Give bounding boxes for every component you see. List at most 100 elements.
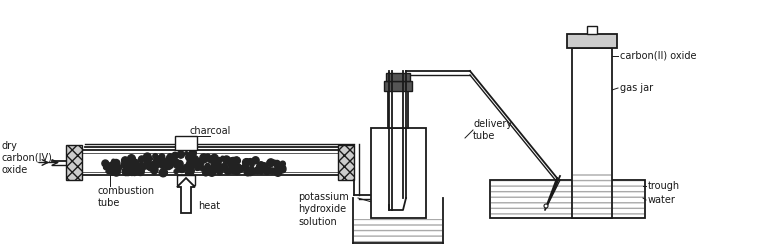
Circle shape [170, 165, 173, 168]
Circle shape [221, 163, 228, 170]
Circle shape [269, 168, 275, 174]
Circle shape [258, 166, 262, 170]
Bar [386, 73, 410, 81]
Circle shape [129, 163, 136, 171]
Circle shape [231, 157, 236, 162]
Circle shape [126, 164, 133, 172]
Circle shape [168, 154, 172, 158]
Circle shape [102, 160, 108, 167]
Circle shape [126, 162, 133, 169]
Circle shape [152, 166, 155, 170]
Circle shape [158, 156, 165, 163]
Circle shape [223, 156, 230, 164]
Circle shape [277, 167, 281, 171]
Bar [354, 219, 442, 242]
Circle shape [274, 160, 280, 166]
Circle shape [109, 163, 112, 166]
Circle shape [190, 156, 196, 163]
Circle shape [230, 163, 238, 170]
Text: charcoal: charcoal [190, 126, 230, 136]
Circle shape [183, 164, 189, 170]
Circle shape [211, 162, 218, 169]
Circle shape [208, 168, 216, 176]
Circle shape [153, 158, 160, 164]
Circle shape [186, 166, 192, 171]
Circle shape [143, 153, 151, 161]
Circle shape [275, 168, 280, 173]
Circle shape [159, 154, 164, 159]
Circle shape [281, 165, 286, 170]
Circle shape [199, 165, 204, 169]
Circle shape [177, 166, 183, 172]
Bar [372, 179, 425, 217]
Circle shape [278, 165, 286, 173]
Circle shape [185, 152, 188, 155]
Circle shape [186, 153, 189, 156]
Circle shape [180, 166, 186, 172]
Circle shape [274, 169, 282, 176]
Circle shape [277, 166, 280, 169]
Circle shape [167, 156, 172, 162]
Bar [490, 180, 645, 218]
Bar [587, 26, 597, 34]
Text: heat: heat [198, 201, 220, 211]
Circle shape [224, 167, 230, 174]
Circle shape [254, 167, 260, 174]
Bar [371, 128, 426, 218]
Circle shape [111, 166, 117, 172]
Circle shape [147, 164, 154, 171]
Circle shape [133, 170, 137, 175]
Circle shape [177, 151, 184, 158]
Circle shape [112, 168, 121, 176]
Circle shape [189, 159, 196, 166]
Circle shape [264, 168, 271, 175]
Text: gas jar: gas jar [620, 83, 653, 93]
Circle shape [152, 161, 159, 169]
Circle shape [213, 165, 221, 172]
Circle shape [167, 158, 173, 165]
Circle shape [227, 160, 230, 163]
Circle shape [243, 159, 250, 166]
Circle shape [132, 170, 137, 176]
Circle shape [252, 157, 259, 164]
FancyArrow shape [177, 178, 195, 213]
Circle shape [111, 159, 115, 163]
Circle shape [122, 169, 126, 173]
Bar [175, 136, 197, 150]
Circle shape [187, 159, 191, 163]
Text: trough: trough [648, 181, 680, 191]
Circle shape [215, 161, 221, 167]
Circle shape [267, 167, 271, 172]
Circle shape [239, 166, 243, 171]
Circle shape [148, 161, 151, 165]
Circle shape [159, 169, 167, 177]
Circle shape [226, 170, 230, 174]
Circle shape [192, 158, 196, 162]
Circle shape [256, 164, 262, 170]
Circle shape [125, 163, 130, 168]
Circle shape [145, 162, 152, 169]
Circle shape [228, 158, 236, 165]
Circle shape [207, 157, 213, 162]
Circle shape [190, 163, 195, 168]
Circle shape [200, 162, 204, 165]
Circle shape [250, 162, 254, 167]
Circle shape [256, 165, 262, 170]
Circle shape [159, 161, 167, 168]
Circle shape [190, 149, 196, 156]
Circle shape [202, 170, 209, 176]
Circle shape [130, 166, 137, 173]
Circle shape [230, 165, 237, 173]
Circle shape [242, 163, 249, 170]
Circle shape [164, 162, 172, 170]
Circle shape [149, 167, 153, 171]
Circle shape [244, 167, 249, 173]
Circle shape [198, 163, 201, 166]
Circle shape [206, 155, 210, 159]
Circle shape [155, 158, 158, 161]
Circle shape [186, 169, 193, 177]
Bar [388, 88, 408, 128]
Circle shape [260, 167, 265, 172]
Circle shape [166, 158, 171, 163]
Circle shape [236, 168, 242, 173]
